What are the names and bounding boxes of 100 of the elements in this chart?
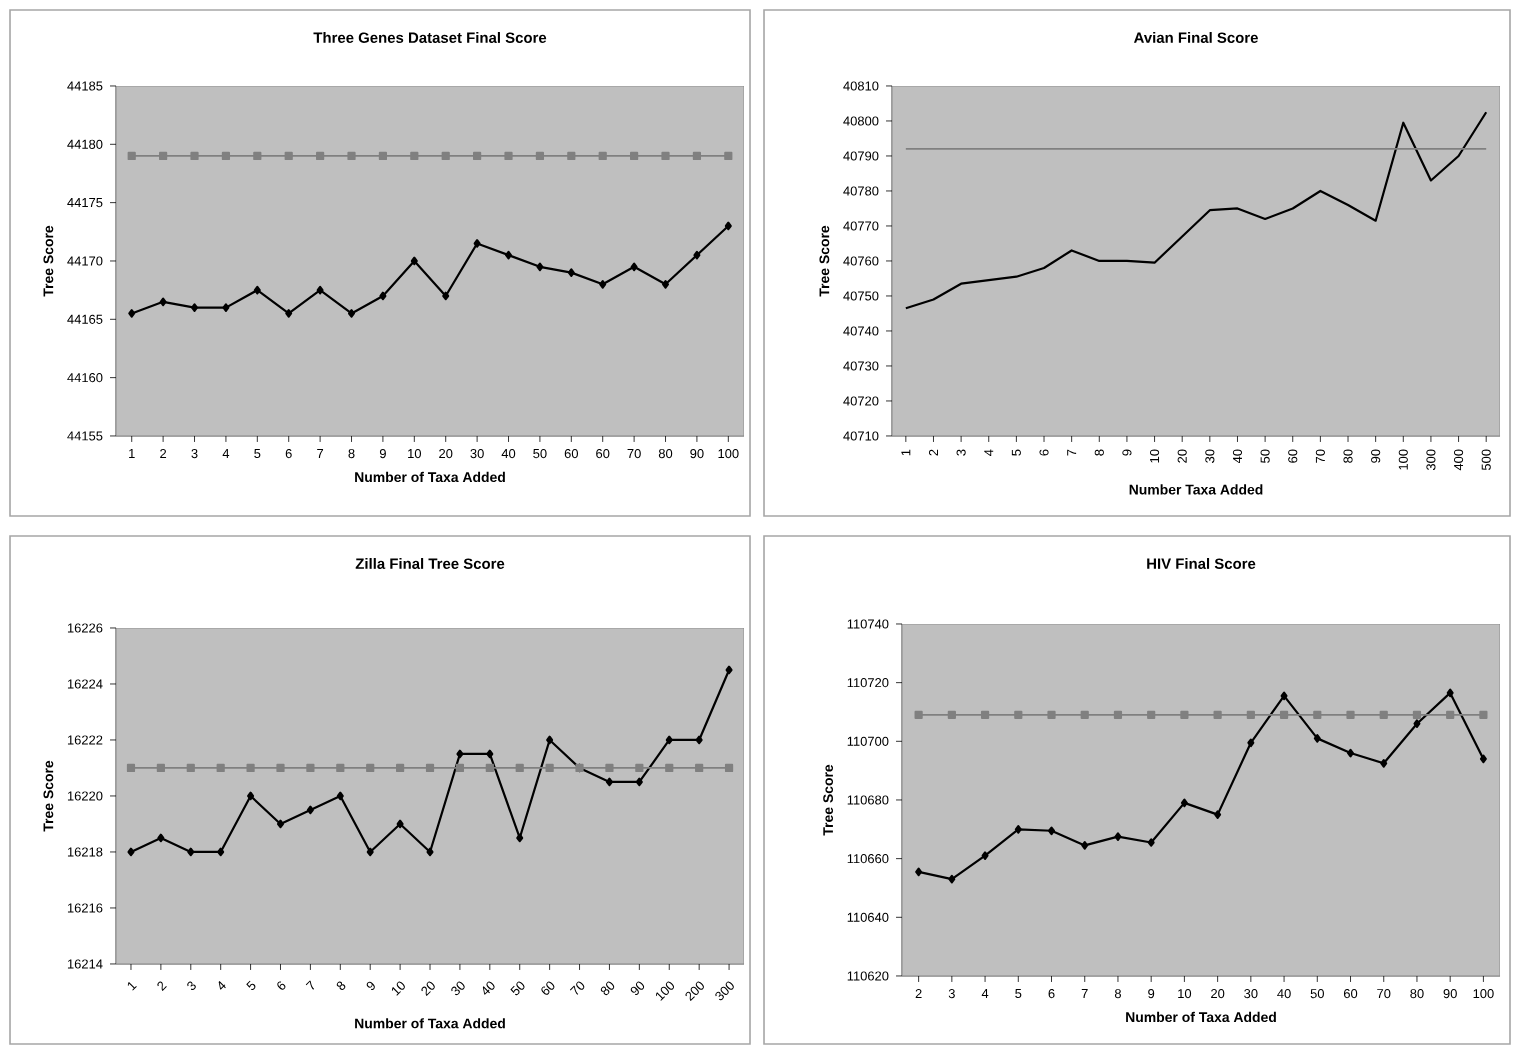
point xyxy=(1379,710,1388,719)
point xyxy=(1313,734,1321,743)
point xyxy=(693,250,701,260)
point xyxy=(725,665,733,675)
point xyxy=(695,763,704,773)
point xyxy=(127,847,135,857)
point xyxy=(1014,710,1023,719)
point xyxy=(605,763,614,773)
point xyxy=(366,763,375,773)
point xyxy=(545,763,554,773)
point xyxy=(1247,738,1255,748)
point xyxy=(336,791,344,801)
point xyxy=(504,151,513,161)
point xyxy=(1347,748,1355,758)
point xyxy=(285,309,293,318)
point xyxy=(126,763,136,773)
point xyxy=(159,151,168,161)
point xyxy=(695,735,703,745)
point xyxy=(1080,710,1089,719)
point xyxy=(599,280,607,289)
point xyxy=(665,763,674,773)
point xyxy=(635,777,643,787)
point xyxy=(316,285,324,295)
point xyxy=(1346,710,1355,719)
point xyxy=(156,763,165,773)
point xyxy=(567,268,575,277)
point xyxy=(410,256,418,266)
point xyxy=(567,151,576,161)
point xyxy=(128,309,136,318)
point xyxy=(366,847,374,857)
point xyxy=(348,309,356,318)
point xyxy=(127,151,136,161)
point xyxy=(914,710,923,719)
point xyxy=(253,151,262,161)
point xyxy=(1214,810,1222,819)
point xyxy=(186,763,195,773)
point xyxy=(473,239,481,248)
point xyxy=(1147,838,1155,847)
point xyxy=(456,749,464,759)
point xyxy=(157,833,165,843)
point xyxy=(247,791,255,801)
point xyxy=(505,250,513,260)
point xyxy=(221,151,231,161)
point xyxy=(605,777,613,787)
point xyxy=(630,262,638,272)
point xyxy=(190,151,199,161)
point xyxy=(1047,710,1056,719)
point xyxy=(665,735,673,745)
point xyxy=(379,291,387,301)
point xyxy=(426,847,434,857)
point xyxy=(1180,798,1188,808)
point xyxy=(425,763,435,773)
point xyxy=(662,280,670,289)
point xyxy=(316,151,325,161)
point xyxy=(948,874,956,884)
point xyxy=(442,291,450,301)
point xyxy=(980,710,990,719)
point xyxy=(1412,710,1422,719)
point xyxy=(187,847,195,857)
point xyxy=(598,151,607,161)
point xyxy=(306,763,315,773)
point xyxy=(1413,719,1421,729)
point xyxy=(1180,710,1189,719)
point xyxy=(981,851,989,860)
point xyxy=(536,262,544,272)
point xyxy=(486,749,494,759)
point xyxy=(410,151,419,161)
point xyxy=(1081,841,1089,850)
point xyxy=(396,763,405,773)
point xyxy=(276,763,285,773)
point xyxy=(1280,691,1288,701)
point xyxy=(1113,710,1123,719)
point xyxy=(1446,710,1455,719)
point xyxy=(159,297,167,307)
point xyxy=(1313,710,1322,719)
point xyxy=(485,763,494,773)
point xyxy=(1114,832,1122,841)
point xyxy=(276,819,284,829)
point xyxy=(1147,710,1156,719)
point xyxy=(1048,826,1056,836)
point xyxy=(253,285,261,295)
point xyxy=(1279,710,1289,719)
point xyxy=(724,151,733,161)
point xyxy=(1479,754,1487,764)
point xyxy=(473,151,482,161)
point xyxy=(284,151,293,161)
line-series xyxy=(904,111,1488,310)
point xyxy=(246,763,255,773)
point xyxy=(692,151,702,161)
point xyxy=(1213,710,1222,719)
point xyxy=(635,763,644,773)
point xyxy=(915,867,923,877)
point xyxy=(191,303,199,312)
point xyxy=(661,151,670,161)
point xyxy=(515,763,524,773)
point xyxy=(1380,759,1388,768)
point xyxy=(222,303,230,312)
point xyxy=(347,151,356,161)
point xyxy=(1014,825,1022,834)
point xyxy=(217,847,225,857)
